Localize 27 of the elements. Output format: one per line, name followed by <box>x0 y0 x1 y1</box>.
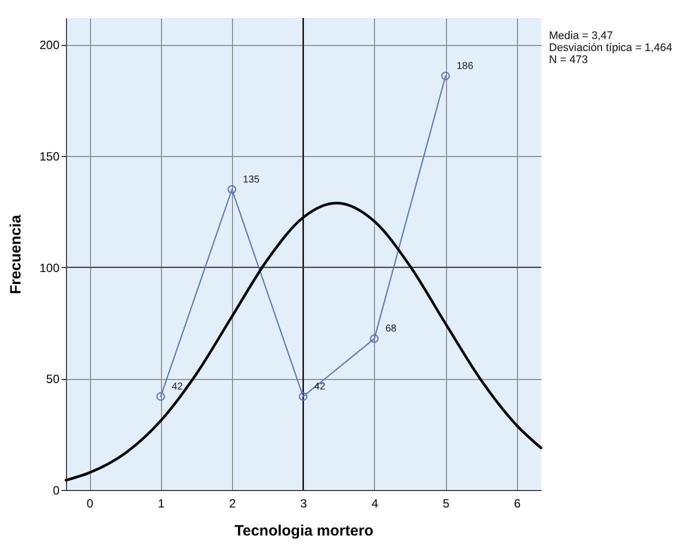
point <box>370 334 379 343</box>
x-tick-label: 0 <box>86 496 94 510</box>
data-label: 42 <box>314 381 326 392</box>
x-tick-label: 2 <box>229 496 236 510</box>
data-label: 42 <box>172 381 184 392</box>
data-label: 68 <box>385 324 397 335</box>
point <box>441 72 450 80</box>
data-label: 186 <box>456 60 474 72</box>
x-tick-label: 6 <box>514 496 521 510</box>
point <box>298 392 308 401</box>
y-tick-label: 50 <box>46 372 60 386</box>
y-axis-title: Frecuencia <box>7 214 24 294</box>
x-axis-title: Tecnologia mortero <box>234 522 374 540</box>
x-tick-label: 4 <box>372 496 379 510</box>
x-tick-label: 3 <box>300 496 308 510</box>
y-tick-label: 200 <box>39 38 60 52</box>
text: N = 473 <box>549 54 588 66</box>
y-tick-label: 0 <box>52 484 60 498</box>
y-tick-label: 100 <box>39 260 60 275</box>
point <box>228 185 236 194</box>
x-tick-label: 1 <box>158 496 165 510</box>
x-tick-label: 5 <box>442 496 450 510</box>
text: Media = 3,47 <box>549 30 613 42</box>
text: Desviación típica = 1,464 <box>549 42 672 54</box>
y-tick-label: 150 <box>39 150 60 164</box>
point <box>156 392 166 401</box>
data-label: 135 <box>242 174 260 186</box>
